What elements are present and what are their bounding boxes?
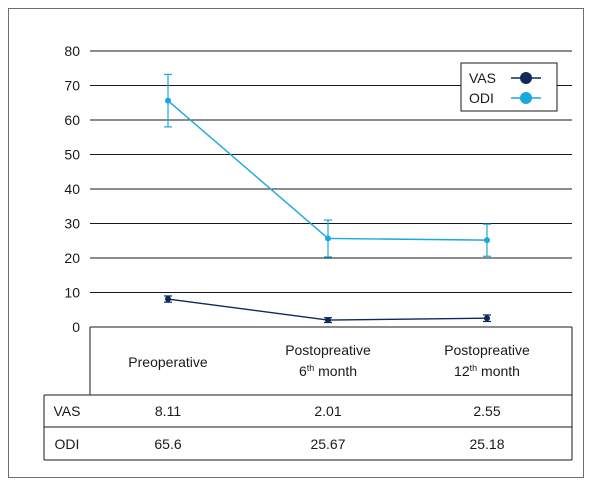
legend-label-odi: ODI	[469, 90, 494, 106]
odi-data-point	[325, 235, 331, 242]
category-label: Postopreative	[444, 342, 530, 358]
y-tick-label: 80	[64, 43, 80, 59]
legend-label-vas: VAS	[469, 70, 496, 86]
odi-data-point	[484, 237, 490, 244]
y-tick-label: 20	[64, 250, 80, 266]
y-tick-label: 60	[64, 112, 80, 128]
legend-marker-odi	[520, 92, 532, 104]
y-tick-label: 70	[64, 78, 80, 94]
y-tick-label: 10	[64, 285, 80, 301]
category-label: 12th month	[454, 363, 520, 379]
category-label: Preoperative	[128, 354, 208, 370]
y-tick-label: 50	[64, 147, 80, 163]
table-cell: 65.6	[154, 436, 181, 452]
y-tick-label: 40	[64, 181, 80, 197]
vas-series-line	[167, 298, 488, 321]
table-row-label: VAS	[54, 403, 81, 419]
table-row-label: ODI	[55, 436, 80, 452]
table-cell: 2.01	[314, 403, 341, 419]
y-tick-label: 0	[72, 319, 80, 335]
category-label: 6th month	[299, 363, 357, 379]
table-cell: 25.67	[310, 436, 345, 452]
vas-data-point	[325, 317, 331, 324]
odi-data-point	[165, 97, 171, 104]
odi-series-line	[167, 100, 488, 241]
vas-data-point	[165, 296, 171, 303]
category-label: Postopreative	[285, 342, 371, 358]
table-cell: 8.11	[155, 403, 181, 419]
chart-frame	[8, 8, 584, 478]
table-cell: 2.55	[473, 403, 500, 419]
vas-data-point	[484, 315, 490, 322]
table-cell: 25.18	[469, 436, 504, 452]
y-tick-label: 30	[64, 216, 80, 232]
legend-box	[460, 62, 558, 112]
legend-marker-vas	[520, 72, 532, 84]
